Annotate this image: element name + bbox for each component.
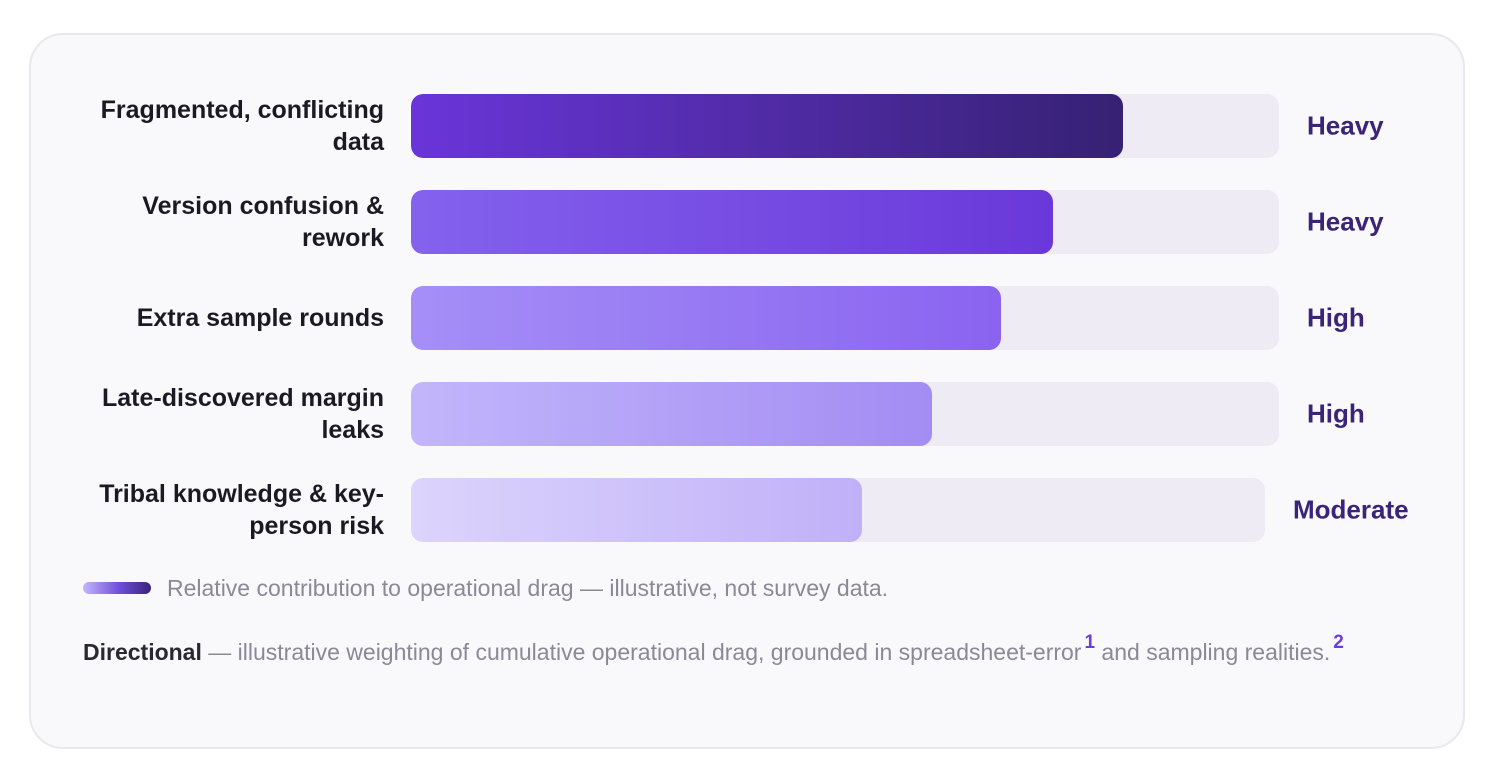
bar-row: Fragmented, conflicting data Heavy	[31, 94, 1467, 158]
category-label: Extra sample rounds	[136, 304, 384, 332]
bar-track	[411, 286, 1279, 350]
bar-track	[411, 478, 1265, 542]
footnote-text-b: and sampling realities.	[1095, 639, 1331, 665]
category-label: Fragmented, conflicting data	[100, 96, 384, 156]
bar-track	[411, 94, 1279, 158]
bar	[411, 190, 1053, 254]
footnote-lead: Directional	[83, 639, 202, 665]
category-label: Late-discovered margin leaks	[101, 384, 384, 444]
bar-row: Late-discovered margin leaks High	[31, 382, 1467, 446]
value-label: High	[1307, 302, 1365, 333]
legend: Relative contribution to operational dra…	[83, 573, 888, 603]
chart-card: Fragmented, conflicting data Heavy Version…	[29, 33, 1465, 749]
legend-gradient-swatch	[83, 582, 151, 594]
bar-track	[411, 190, 1279, 254]
value-label: High	[1307, 398, 1365, 429]
footnote-text-a: — illustrative weighting of cumulative o…	[201, 639, 1082, 665]
bar	[411, 478, 862, 542]
value-label: Heavy	[1307, 110, 1384, 141]
category-label: Version confusion & rework	[142, 192, 384, 252]
footnote-ref-1[interactable]: 1	[1084, 632, 1096, 653]
category-label: Tribal knowledge & key-person risk	[99, 480, 384, 540]
footnote: Directional — illustrative weighting of …	[83, 632, 1403, 669]
bar	[411, 286, 1001, 350]
bar-track	[411, 382, 1279, 446]
bar-row: Extra sample rounds High	[31, 286, 1467, 350]
bar	[411, 382, 932, 446]
value-label: Moderate	[1293, 494, 1409, 525]
bar-row: Tribal knowledge & key-person risk Modera…	[31, 478, 1467, 542]
value-label: Heavy	[1307, 206, 1384, 237]
footnote-ref-2[interactable]: 2	[1333, 632, 1344, 653]
bar	[411, 94, 1123, 158]
legend-text: Relative contribution to operational dra…	[167, 574, 889, 601]
bar-row: Version confusion & rework Heavy	[31, 190, 1467, 254]
